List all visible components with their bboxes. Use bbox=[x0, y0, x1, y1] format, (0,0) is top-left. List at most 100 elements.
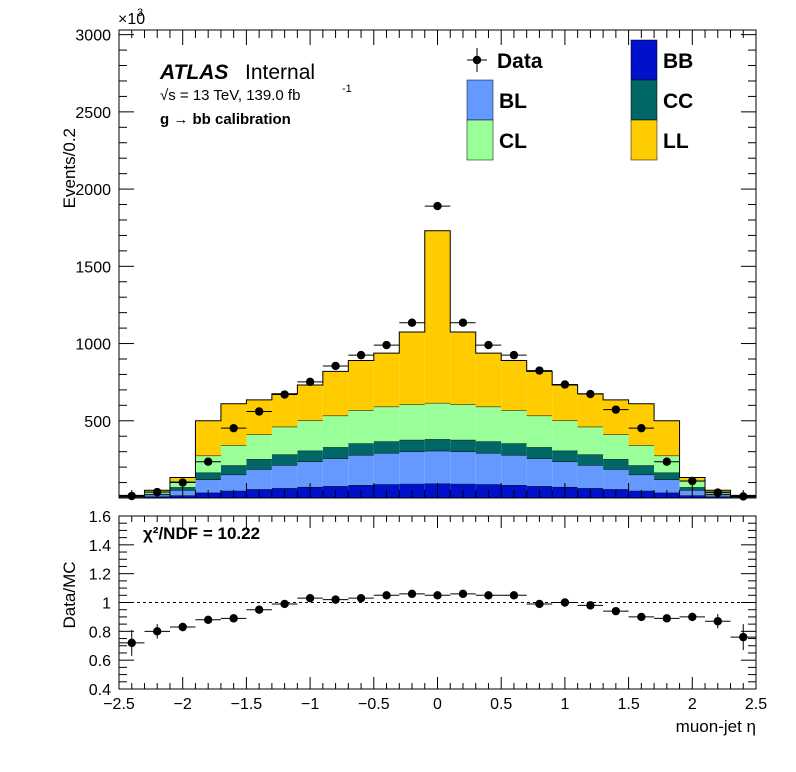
bar-ll-18 bbox=[577, 393, 604, 427]
ratio-point-3 bbox=[203, 615, 213, 624]
ratio-point-10 bbox=[382, 591, 391, 600]
bar-cc-6 bbox=[271, 454, 298, 466]
bar-cc-17 bbox=[552, 450, 578, 462]
bar-ll-16 bbox=[526, 371, 553, 416]
x-tick-label-0: −2.5 bbox=[103, 696, 135, 713]
legend-label-ll: LL bbox=[663, 130, 689, 153]
y-tick-label-0: 500 bbox=[84, 414, 111, 431]
bar-bl-6 bbox=[271, 465, 298, 489]
ratio-point-23 bbox=[713, 617, 722, 626]
bar-bl-17 bbox=[552, 461, 578, 488]
legend: Data BB BL CC CL LL bbox=[466, 39, 693, 161]
ratio-point-12 bbox=[433, 591, 442, 600]
ratio-point-24 bbox=[739, 632, 748, 642]
bar-cl-14 bbox=[475, 406, 502, 442]
ratio-tick-label-5: 1.4 bbox=[89, 538, 111, 555]
bar-cc-8 bbox=[322, 447, 349, 459]
bar-bl-7 bbox=[297, 461, 323, 488]
ratio-tick-label-1: 0.6 bbox=[89, 653, 111, 670]
legend-label-data: Data bbox=[497, 50, 543, 73]
bar-cc-13 bbox=[450, 440, 476, 452]
y-tick-label-4: 2500 bbox=[75, 105, 111, 122]
bar-cc-14 bbox=[475, 441, 502, 454]
ratio-data-group bbox=[119, 589, 756, 656]
x-axis-title: muon-jet η bbox=[676, 717, 756, 736]
data-point-9 bbox=[356, 350, 366, 360]
ratio-tick-label-6: 1.6 bbox=[89, 509, 111, 526]
ratio-point-0 bbox=[127, 638, 136, 648]
ratio-point-21 bbox=[662, 614, 672, 623]
ratio-ticks-group: 0.4 0.6 0.8 1 1.2 1.4 1.6 bbox=[89, 509, 757, 699]
data-point-22 bbox=[688, 476, 697, 486]
scale-factor: ×10 bbox=[118, 11, 145, 28]
data-point-2 bbox=[178, 478, 187, 487]
data-point-3 bbox=[203, 457, 213, 466]
bar-cl-16 bbox=[526, 415, 553, 448]
bar-cc-9 bbox=[348, 443, 374, 456]
y-tick-label-3: 2000 bbox=[75, 182, 111, 199]
bar-bl-21 bbox=[654, 479, 680, 493]
lumi-exponent: -1 bbox=[342, 83, 352, 95]
bar-cc-7 bbox=[297, 450, 323, 462]
x-tick-label-8: 1.5 bbox=[617, 696, 639, 713]
bar-cl-17 bbox=[552, 420, 578, 451]
bar-ll-17 bbox=[552, 384, 578, 421]
legend-swatch-bl bbox=[466, 79, 494, 121]
bar-cc-16 bbox=[526, 447, 553, 459]
bar-cl-7 bbox=[297, 420, 323, 451]
bar-cl-13 bbox=[450, 404, 476, 441]
bar-bl-18 bbox=[577, 465, 604, 489]
bar-cc-12 bbox=[424, 439, 451, 452]
bar-cc-18 bbox=[577, 454, 604, 466]
bar-bl-12 bbox=[424, 451, 451, 484]
bar-cl-10 bbox=[373, 406, 400, 442]
ratio-y-axis-title: Data/MC bbox=[60, 561, 79, 628]
legend-data-marker bbox=[472, 55, 482, 65]
x-tick-label-6: 0.5 bbox=[490, 696, 512, 713]
data-point-14 bbox=[484, 340, 493, 350]
bar-cc-10 bbox=[373, 441, 400, 454]
bar-bl-4 bbox=[220, 474, 247, 492]
bar-ll-13 bbox=[450, 331, 476, 405]
data-point-15 bbox=[509, 350, 519, 360]
x-tick-labels: −2.5 −2 −1.5 −1 −0.5 0 0.5 1 1.5 2 2.5 bbox=[103, 696, 767, 713]
bar-cc-19 bbox=[603, 459, 629, 470]
data-point-20 bbox=[637, 423, 646, 433]
data-point-17 bbox=[560, 380, 570, 389]
ratio-point-20 bbox=[637, 612, 646, 622]
main-stack-group bbox=[118, 230, 757, 498]
y-tick-label-5: 3000 bbox=[75, 28, 111, 45]
ratio-point-9 bbox=[356, 593, 366, 603]
legend-swatch-cc bbox=[630, 79, 658, 121]
atlas-status: Internal bbox=[245, 61, 315, 84]
bar-cl-5 bbox=[246, 434, 272, 460]
bar-ll-10 bbox=[373, 353, 400, 407]
bar-cl-15 bbox=[501, 410, 527, 444]
scale-exponent: 3 bbox=[137, 7, 143, 19]
bar-bl-10 bbox=[373, 453, 400, 485]
ratio-tick-label-4: 1.2 bbox=[89, 567, 111, 584]
data-point-13 bbox=[458, 318, 468, 327]
bar-bl-15 bbox=[501, 455, 527, 486]
bar-bl-9 bbox=[348, 455, 374, 486]
stack-outline bbox=[118, 230, 757, 498]
x-tick-label-10: 2.5 bbox=[745, 696, 767, 713]
selection-label: g → bb calibration bbox=[160, 111, 291, 128]
bar-cl-20 bbox=[628, 445, 655, 466]
x-tick-label-2: −1.5 bbox=[231, 696, 263, 713]
bar-bl-19 bbox=[603, 469, 629, 490]
ratio-point-22 bbox=[688, 612, 697, 622]
bar-bl-5 bbox=[246, 469, 272, 490]
data-point-16 bbox=[535, 366, 544, 375]
ratio-point-6 bbox=[280, 599, 289, 609]
bar-bl-20 bbox=[628, 474, 655, 492]
bar-cc-4 bbox=[220, 465, 247, 475]
ratio-point-16 bbox=[535, 599, 544, 609]
ratio-point-11 bbox=[407, 589, 417, 599]
ratio-point-4 bbox=[229, 614, 238, 623]
bar-cl-8 bbox=[322, 415, 349, 448]
bar-ll-12 bbox=[424, 230, 451, 404]
bar-bl-16 bbox=[526, 458, 553, 487]
data-point-10 bbox=[382, 340, 391, 350]
main-ticks-group: 500 1000 1500 2000 2500 3000 bbox=[75, 28, 757, 498]
